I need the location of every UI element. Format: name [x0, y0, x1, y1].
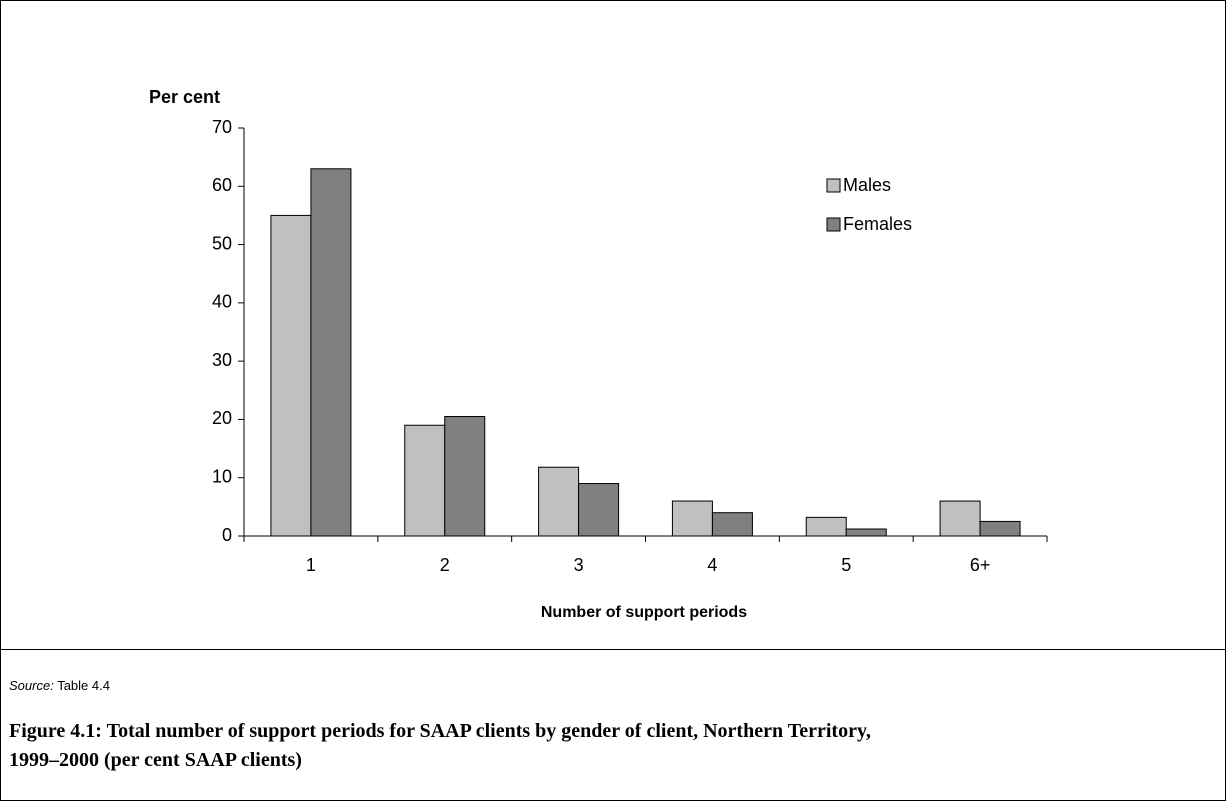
- x-tick-label: 6+: [970, 555, 991, 575]
- legend-label: Males: [843, 175, 891, 195]
- y-tick-label: 10: [212, 466, 232, 486]
- legend-swatch: [826, 217, 841, 232]
- x-tick-label: 2: [440, 555, 450, 575]
- source: Source: Table 4.4: [9, 678, 110, 693]
- x-tick-label: 4: [707, 555, 717, 575]
- y-tick-label: 50: [212, 233, 232, 253]
- bar: [578, 483, 620, 537]
- bar: [444, 416, 486, 537]
- x-axis-label: Number of support periods: [541, 604, 747, 621]
- x-tick-label: 5: [841, 555, 851, 575]
- source-label: Source:: [9, 678, 54, 693]
- bar: [310, 168, 352, 537]
- y-axis-label: Per cent: [149, 87, 220, 107]
- y-tick-label: 40: [212, 292, 232, 312]
- bar: [270, 214, 312, 537]
- x-tick-label: 3: [574, 555, 584, 575]
- source-text: Table 4.4: [57, 678, 110, 693]
- bar: [671, 500, 713, 537]
- y-tick-label: 70: [212, 117, 232, 137]
- y-tick-label: 60: [212, 175, 232, 195]
- y-tick-label: 20: [212, 408, 232, 428]
- legend-label: Females: [843, 214, 912, 234]
- caption: Figure 4.1: Total number of support peri…: [9, 720, 871, 771]
- bar: [404, 424, 446, 537]
- y-tick-label: 30: [212, 350, 232, 370]
- bar: [805, 516, 847, 537]
- bar: [538, 466, 580, 537]
- y-tick-label: 0: [222, 525, 232, 545]
- bar: [711, 512, 753, 537]
- bar: [939, 500, 981, 537]
- x-tick-label: 1: [306, 555, 316, 575]
- legend-swatch: [826, 178, 841, 193]
- bar: [979, 520, 1021, 537]
- chart: Per cent Number of support periods 0 10 20…: [149, 87, 1048, 621]
- divider: [1, 649, 1225, 650]
- bar: [845, 528, 887, 537]
